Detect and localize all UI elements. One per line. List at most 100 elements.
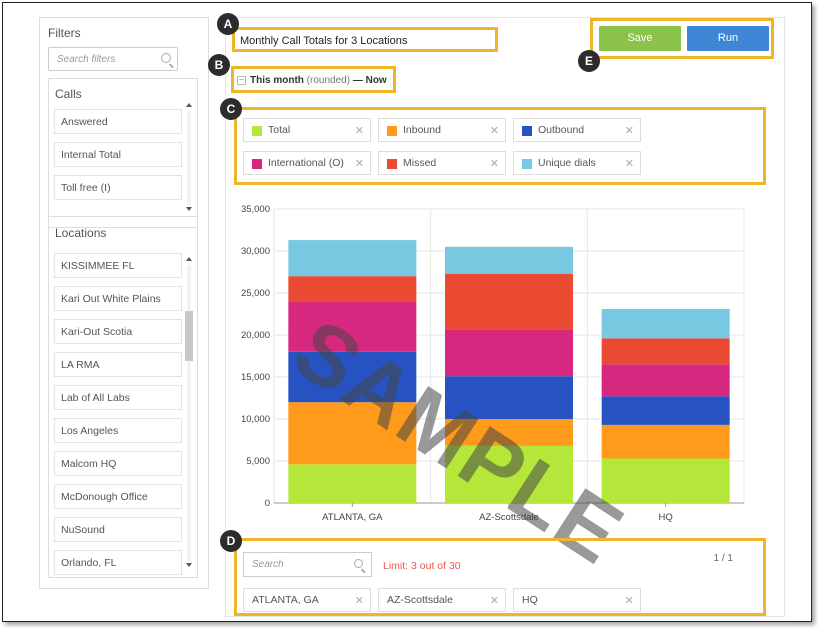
filter-item-toll-free[interactable]: Toll free (I) (54, 175, 182, 200)
series-chip-international[interactable]: International (O) ✕ (243, 151, 371, 175)
remove-icon[interactable]: ✕ (489, 158, 499, 170)
calls-group: Calls Answered Internal Total Toll free … (48, 78, 198, 228)
save-button[interactable]: Save (599, 26, 681, 51)
remove-icon[interactable]: ✕ (489, 125, 499, 137)
location-item[interactable]: LA RMA (54, 352, 182, 377)
bar-segment (445, 419, 573, 446)
series-swatch (387, 159, 397, 169)
filter-item-internal-total[interactable]: Internal Total (54, 142, 182, 167)
filter-item-label: Internal Total (61, 149, 121, 161)
date-range-selector[interactable]: This month (rounded) — Now (231, 66, 396, 93)
scrollbar-track (187, 265, 191, 561)
remove-icon[interactable]: ✕ (489, 595, 499, 607)
callout-badge-a: A (217, 13, 239, 35)
location-item[interactable]: Lab of All Labs (54, 385, 182, 410)
series-chip-label: International (O) (268, 157, 344, 169)
location-item-label: Los Angeles (61, 425, 119, 437)
y-tick-label: 0 (265, 498, 270, 509)
series-swatch (387, 126, 397, 136)
location-item[interactable]: McDonough Office (54, 484, 182, 509)
y-tick-label: 15,000 (241, 372, 270, 383)
location-item-label: LA RMA (61, 359, 100, 371)
series-chip-total[interactable]: Total ✕ (243, 118, 371, 142)
y-tick-label: 35,000 (241, 204, 270, 215)
report-title-text: Monthly Call Totals for 3 Locations (240, 35, 408, 47)
location-chip[interactable]: AZ-Scottsdale ✕ (378, 588, 506, 612)
remove-icon[interactable]: ✕ (354, 125, 364, 137)
scrollbar-thumb[interactable] (185, 311, 193, 361)
series-chip-label: Inbound (403, 124, 441, 136)
bar-segment (445, 329, 573, 377)
date-separator: — (352, 75, 363, 86)
bar-segment (601, 338, 730, 365)
search-filters-input[interactable]: Search filters (48, 47, 178, 71)
location-item[interactable]: Kari Out White Plains (54, 286, 182, 311)
location-item[interactable]: KISSIMMEE FL (54, 253, 182, 278)
locations-group: Locations KISSIMMEE FL Kari Out White Pl… (48, 216, 198, 578)
bar-segment (288, 402, 417, 465)
location-chip[interactable]: ATLANTA, GA ✕ (243, 588, 371, 612)
remove-icon[interactable]: ✕ (354, 158, 364, 170)
series-chip-missed[interactable]: Missed ✕ (378, 151, 506, 175)
location-chip-label: HQ (522, 594, 538, 606)
series-chip-outbound[interactable]: Outbound ✕ (513, 118, 641, 142)
series-chip-unique-dials[interactable]: Unique dials ✕ (513, 151, 641, 175)
calls-scrollbar[interactable] (185, 103, 193, 213)
bar-segment (445, 246, 573, 274)
remove-icon[interactable]: ✕ (624, 158, 634, 170)
location-item-label: Lab of All Labs (61, 392, 130, 404)
series-chip-inbound[interactable]: Inbound ✕ (378, 118, 506, 142)
scroll-up-arrow-icon[interactable] (186, 103, 192, 107)
location-item[interactable]: Malcom HQ (54, 451, 182, 476)
y-tick-label: 5,000 (246, 456, 270, 467)
search-icon (354, 559, 363, 568)
remove-icon[interactable]: ✕ (624, 125, 634, 137)
scroll-down-arrow-icon[interactable] (186, 207, 192, 211)
y-tick-label: 30,000 (241, 246, 270, 257)
filter-item-label: Answered (61, 116, 108, 128)
location-item-label: Kari Out White Plains (61, 293, 161, 305)
series-chip-label: Missed (403, 157, 437, 169)
bar-segment (601, 396, 730, 425)
locations-group-title: Locations (55, 226, 107, 240)
location-search-placeholder: Search (252, 559, 284, 570)
callout-badge-d: D (220, 530, 242, 552)
remove-icon[interactable]: ✕ (624, 595, 634, 607)
location-item[interactable]: Los Angeles (54, 418, 182, 443)
remove-icon[interactable]: ✕ (354, 595, 364, 607)
locations-scrollbar[interactable] (185, 257, 193, 569)
x-tick-label: AZ-Scottsdale (479, 512, 539, 523)
filter-item-label: Toll free (I) (61, 182, 111, 194)
location-chip[interactable]: HQ ✕ (513, 588, 641, 612)
bar-segment (288, 464, 417, 503)
series-swatch (252, 159, 262, 169)
date-qualifier: (rounded) (306, 75, 351, 86)
filter-item-answered[interactable]: Answered (54, 109, 182, 134)
location-item-label: NuSound (61, 524, 105, 536)
location-search-input[interactable]: Search (243, 552, 372, 577)
scroll-up-arrow-icon[interactable] (186, 257, 192, 261)
series-swatch (522, 159, 532, 169)
bar-segment (601, 424, 730, 459)
scroll-down-arrow-icon[interactable] (186, 563, 192, 567)
report-panel (225, 17, 785, 617)
location-chip-label: AZ-Scottsdale (387, 594, 453, 606)
bar-segment (601, 458, 730, 503)
location-item[interactable]: Kari-Out Scotia (54, 319, 182, 344)
x-tick-label: ATLANTA, GA (322, 512, 383, 523)
location-item-label: Kari-Out Scotia (61, 326, 133, 338)
report-title-input[interactable]: Monthly Call Totals for 3 Locations (232, 27, 498, 52)
callout-badge-c: C (220, 98, 242, 120)
series-chip-label: Outbound (538, 124, 585, 136)
series-swatch (252, 126, 262, 136)
stacked-bar-chart: 0 5,000 10,000 15,000 20,000 25,000 30,000 35,0… (241, 204, 745, 523)
pager-text: 1 / 1 (713, 553, 733, 564)
location-item[interactable]: NuSound (54, 517, 182, 542)
search-filters-placeholder: Search filters (57, 54, 116, 65)
bar-segment (445, 445, 573, 503)
location-item[interactable]: Orlando, FL (54, 550, 182, 575)
run-button[interactable]: Run (687, 26, 769, 51)
bar-segment (601, 308, 730, 339)
x-tick-label: HQ (659, 512, 673, 523)
callout-badge-e: E (578, 50, 600, 72)
